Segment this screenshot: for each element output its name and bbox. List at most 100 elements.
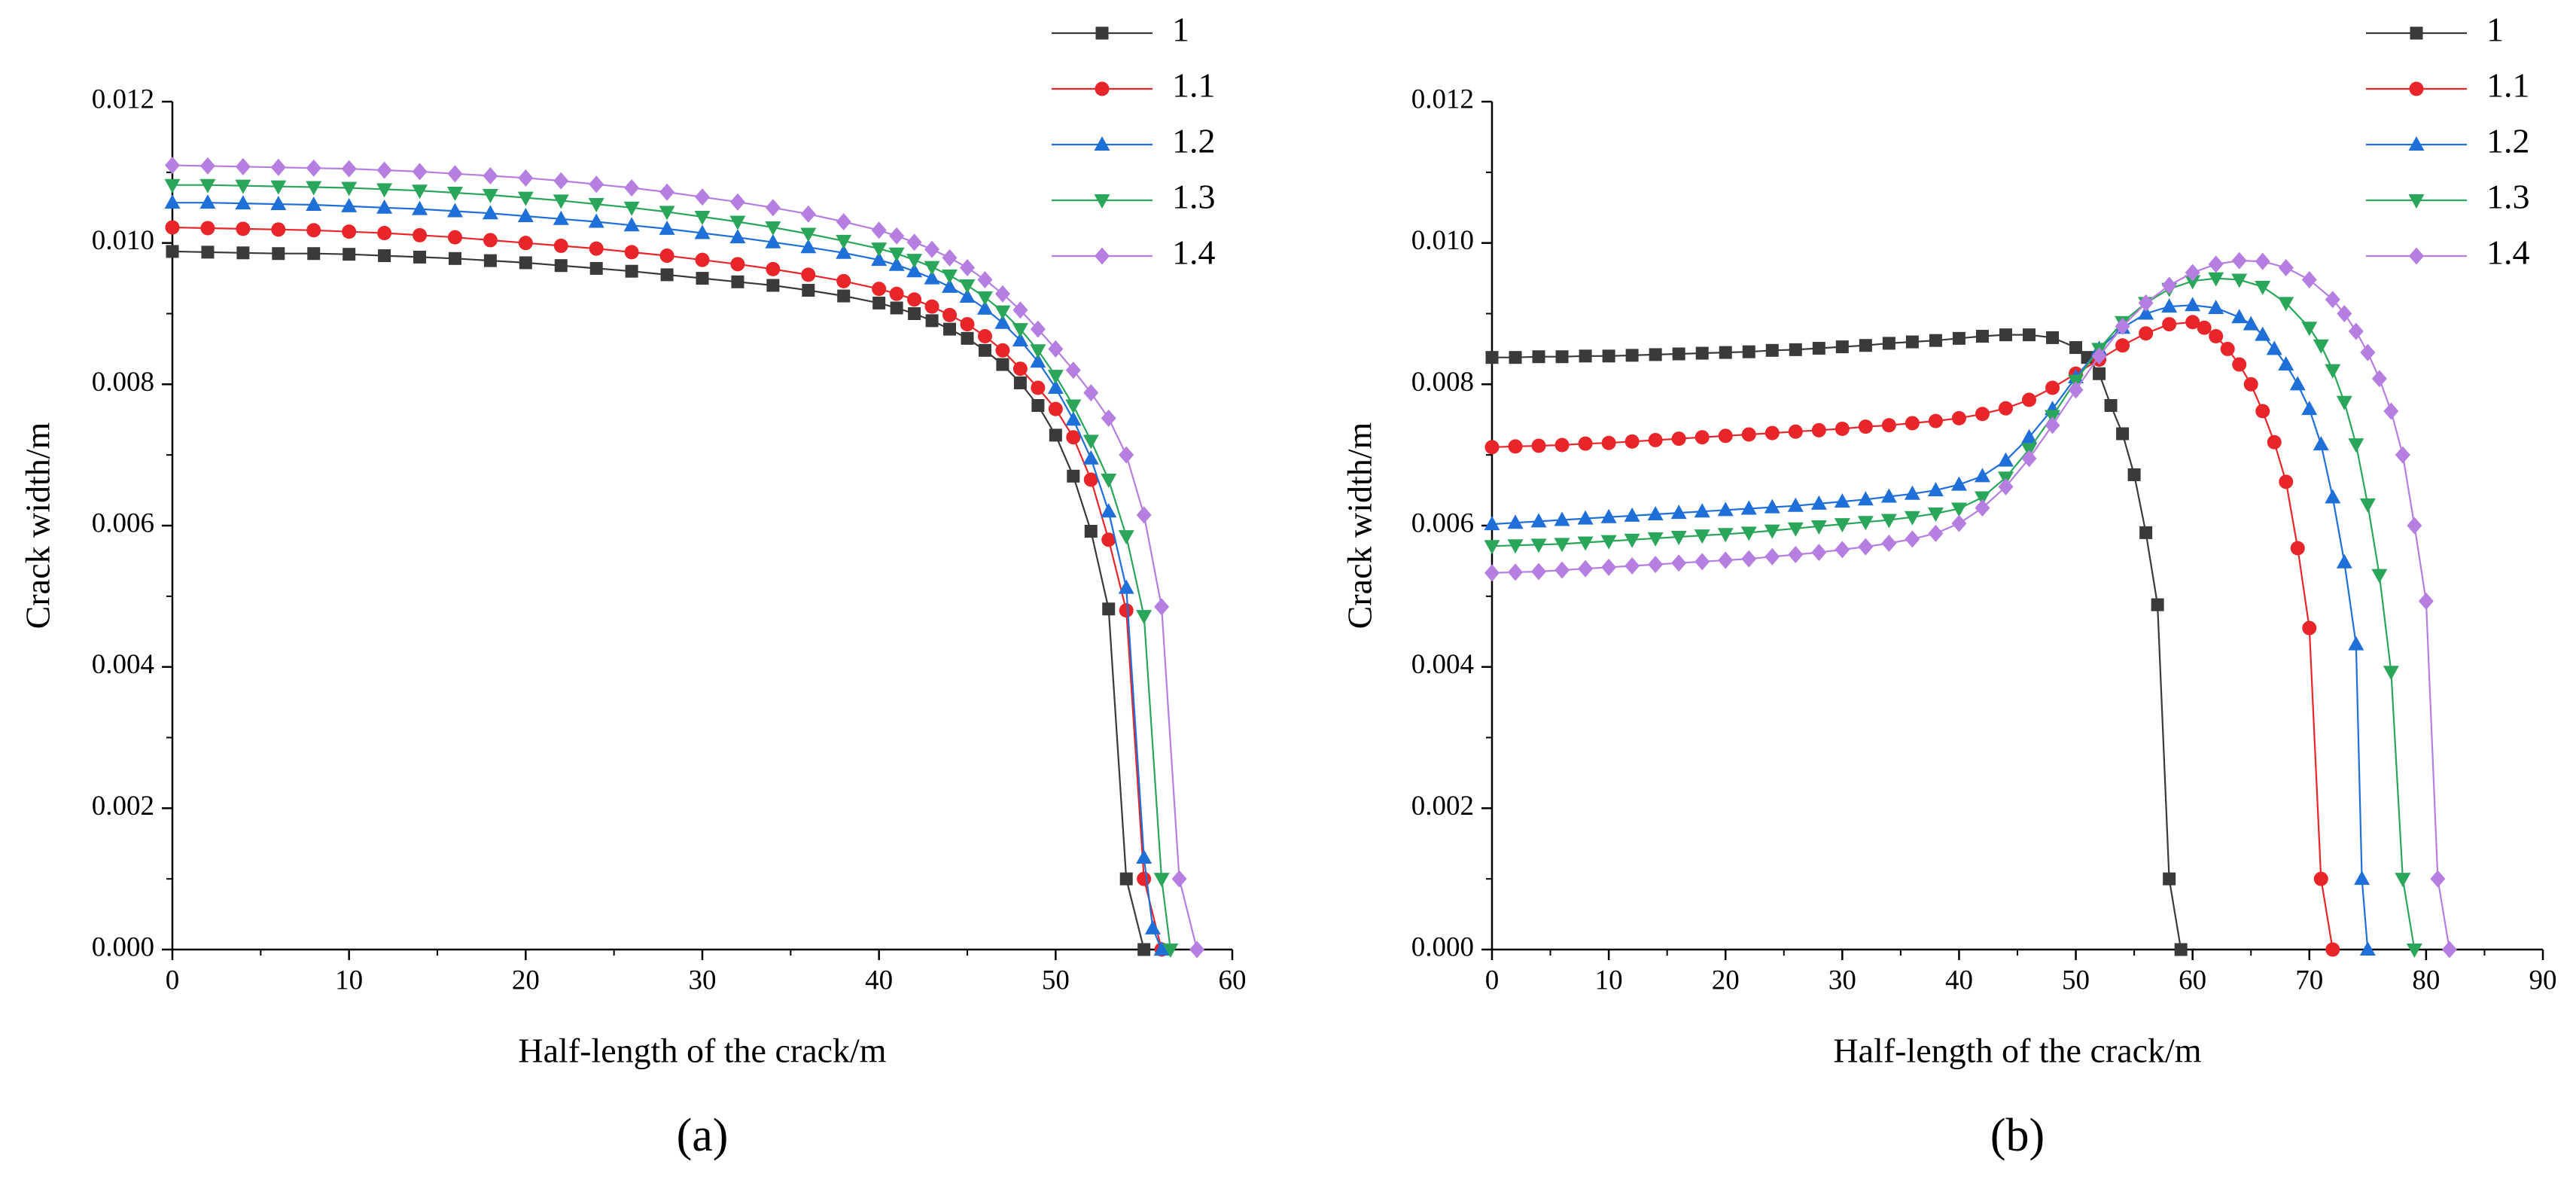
data-point	[2278, 259, 2294, 277]
data-point	[1118, 579, 1134, 594]
data-point	[1835, 340, 1849, 354]
data-point	[2336, 395, 2352, 410]
data-point	[2348, 438, 2364, 453]
data-point	[2337, 305, 2352, 322]
data-point	[2278, 356, 2294, 371]
data-point	[1975, 407, 1990, 422]
legend-label: 1.1	[1172, 66, 1216, 105]
data-point	[1647, 532, 1664, 547]
data-point	[872, 282, 887, 297]
data-point	[2231, 273, 2248, 288]
data-point	[2325, 291, 2340, 309]
data-point	[1671, 431, 1686, 447]
x-tick-label: 60	[1219, 965, 1247, 995]
data-point	[2022, 392, 2037, 407]
data-point	[1101, 532, 1116, 547]
data-point	[1950, 476, 1967, 491]
x-tick-label: 30	[689, 965, 717, 995]
data-point	[2208, 255, 2224, 273]
data-point	[1694, 503, 1710, 518]
y-tick-label: 0.002	[92, 791, 154, 822]
data-point	[1788, 545, 1804, 563]
data-point	[1857, 516, 1874, 531]
data-point	[2301, 270, 2317, 288]
data-point	[1484, 440, 1500, 455]
data-point	[1048, 401, 1063, 416]
data-point	[1719, 346, 1732, 359]
data-point	[2348, 636, 2364, 651]
data-point	[1740, 526, 1757, 541]
data-point	[1952, 331, 1965, 345]
data-point	[2430, 870, 2446, 888]
data-point	[1742, 345, 1755, 358]
legend-marker	[1094, 194, 1110, 209]
data-point	[1601, 435, 1616, 450]
data-point	[1047, 370, 1064, 385]
data-point	[1101, 503, 1117, 518]
data-point	[1136, 849, 1153, 864]
data-point	[2068, 381, 2084, 399]
data-point	[925, 314, 939, 328]
data-point	[2406, 944, 2422, 958]
data-point	[943, 322, 957, 336]
data-point	[589, 241, 604, 256]
data-point	[376, 199, 393, 214]
data-point	[889, 227, 905, 245]
data-point	[1012, 361, 1028, 377]
data-point	[995, 343, 1010, 358]
data-point	[1951, 410, 1966, 425]
data-point	[2383, 666, 2399, 681]
data-point	[2418, 592, 2434, 610]
x-tick-label: 20	[512, 965, 540, 995]
data-point	[1600, 508, 1617, 523]
data-point	[1119, 446, 1134, 464]
data-point	[553, 194, 569, 209]
legend-marker	[1095, 247, 1110, 265]
data-point	[2301, 322, 2318, 337]
x-tick-label: 40	[1945, 965, 1973, 995]
data-point	[2325, 942, 2340, 957]
data-point	[659, 220, 675, 235]
data-point	[2371, 370, 2387, 388]
data-point	[199, 178, 216, 194]
data-point	[696, 272, 709, 285]
data-point	[2151, 598, 2164, 611]
data-point	[977, 329, 992, 344]
data-point	[2383, 402, 2399, 420]
data-point	[624, 178, 640, 197]
data-point	[1153, 873, 1170, 888]
data-point	[1998, 401, 2013, 416]
data-point	[2313, 871, 2328, 886]
data-point	[1929, 334, 1942, 347]
data-point	[623, 201, 640, 216]
data-point	[236, 246, 250, 260]
data-point	[837, 289, 851, 303]
data-point	[1531, 562, 1547, 581]
x-tick-label: 0	[166, 965, 180, 995]
data-point	[976, 300, 993, 315]
data-point	[518, 236, 533, 251]
data-point	[1835, 421, 1850, 436]
legend-marker	[2408, 194, 2425, 209]
data-point	[1811, 544, 1827, 562]
x-axis-label: Half-length of the crack/m	[518, 1032, 886, 1070]
data-point	[1882, 337, 1895, 350]
data-point	[1672, 347, 1685, 361]
y-tick-label: 0.002	[1411, 791, 1474, 822]
legend-marker	[1095, 81, 1110, 96]
series-line	[1491, 277, 2416, 950]
data-point	[994, 314, 1011, 329]
data-point	[1647, 505, 1664, 520]
data-point	[1787, 497, 1804, 512]
data-point	[1507, 514, 1524, 529]
data-point	[2174, 943, 2188, 956]
y-tick-label: 0.004	[92, 649, 154, 680]
data-point	[1880, 488, 1897, 503]
data-point	[1997, 452, 2014, 467]
data-point	[1624, 533, 1640, 548]
legend-label: 1.2	[1172, 122, 1216, 160]
data-point	[1787, 522, 1804, 537]
legend-label: 1	[1172, 11, 1189, 49]
data-point	[1718, 428, 1733, 444]
data-point	[343, 248, 356, 261]
